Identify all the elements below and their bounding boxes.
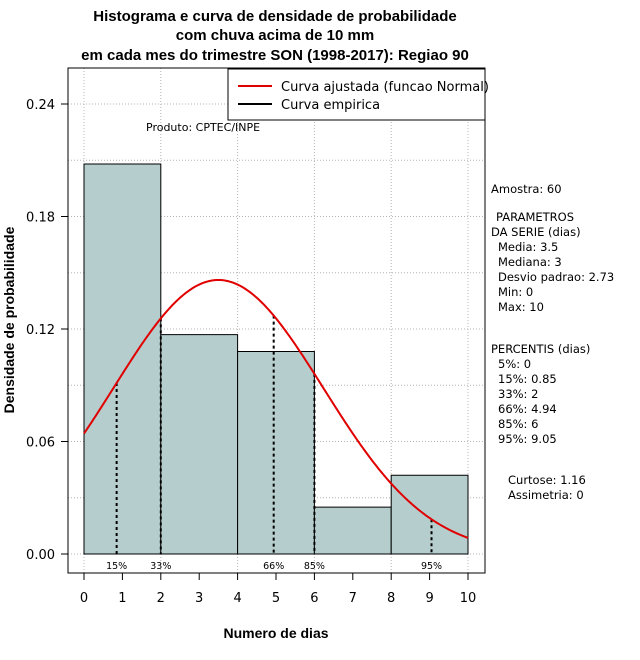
chart-title-line-2: com chuva acima de 10 mm xyxy=(176,27,374,44)
legend-label-normal: Curva ajustada (funcao Normal) xyxy=(281,80,489,95)
stat-p66: 66%: 4.94 xyxy=(498,402,557,416)
x-tick-label: 6 xyxy=(310,591,318,606)
stat-p15: 15%: 0.85 xyxy=(498,372,557,386)
x-tick-label: 3 xyxy=(195,591,203,606)
y-tick-label: 0.12 xyxy=(26,323,55,338)
histogram-bar xyxy=(390,474,469,555)
x-tick-label: 0 xyxy=(80,591,88,606)
histogram-bars xyxy=(83,163,469,555)
x-tick-label: 2 xyxy=(157,591,165,606)
chart-title-line-1: Histograma e curva de densidade de proba… xyxy=(93,8,456,25)
stat-pct-title: PERCENTIS (dias) xyxy=(491,342,590,356)
stat-p85: 85%: 6 xyxy=(498,417,538,431)
stat-desvio: Desvio padrao: 2.73 xyxy=(498,270,614,284)
x-tick-label: 7 xyxy=(349,591,357,606)
stat-amostra: Amostra: 60 xyxy=(491,182,562,196)
percentile-label: 95% xyxy=(421,561,442,572)
stat-p5: 5%: 0 xyxy=(498,357,531,371)
y-tick-label: 0.00 xyxy=(26,548,55,563)
y-axis-label: Densidade de probabilidade xyxy=(1,226,17,413)
stat-mediana: Mediana: 3 xyxy=(498,255,562,269)
x-axis: 0 1 2 3 4 5 6 7 8 9 10 xyxy=(80,572,477,606)
x-axis-label: Numero de dias xyxy=(223,625,328,641)
normal-density-curve xyxy=(83,278,469,539)
stat-max: Max: 10 xyxy=(498,300,544,314)
percentile-label: 15% xyxy=(106,561,127,572)
stat-p33: 33%: 2 xyxy=(498,387,538,401)
stat-assimetria: Assimetria: 0 xyxy=(508,488,584,502)
stat-p95: 95%: 9.05 xyxy=(498,432,557,446)
y-tick-label: 0.06 xyxy=(26,436,55,451)
histogram-bar xyxy=(237,351,315,555)
y-axis: 0.00 0.06 0.12 0.18 0.24 xyxy=(26,98,69,563)
stat-min: Min: 0 xyxy=(498,285,533,299)
percentile-label: 66% xyxy=(263,561,284,572)
histogram-bar xyxy=(160,334,239,555)
product-label: Produto: CPTEC/INPE xyxy=(146,121,260,134)
x-tick-label: 5 xyxy=(272,591,280,606)
stat-curtose: Curtose: 1.16 xyxy=(508,473,586,487)
percentile-label: 85% xyxy=(304,561,325,572)
stat-params-title-2: DA SERIE (dias) xyxy=(491,225,581,239)
stats-panel: Amostra: 60 PARAMETROS DA SERIE (dias) M… xyxy=(491,182,614,502)
percentile-labels: 15% 33% 66% 85% 95% xyxy=(106,561,442,572)
chart-title-line-3: em cada mes do trimestre SON (1998-2017)… xyxy=(81,47,469,64)
histogram-bar xyxy=(313,506,392,555)
stat-media: Media: 3.5 xyxy=(498,240,558,254)
stat-params-title-1: PARAMETROS xyxy=(496,210,574,224)
legend-box xyxy=(227,68,486,121)
legend: Curva ajustada (funcao Normal) Curva emp… xyxy=(227,68,489,121)
x-tick-label: 9 xyxy=(425,591,433,606)
x-tick-label: 1 xyxy=(118,591,126,606)
legend-label-empirical: Curva empirica xyxy=(281,98,380,113)
x-tick-label: 10 xyxy=(460,591,477,606)
histogram-bar xyxy=(83,163,162,555)
percentile-lines xyxy=(115,315,433,554)
y-tick-label: 0.18 xyxy=(26,211,55,226)
y-tick-label: 0.24 xyxy=(26,98,55,113)
percentile-label: 33% xyxy=(150,561,171,572)
x-tick-label: 4 xyxy=(233,591,241,606)
x-tick-label: 8 xyxy=(387,591,395,606)
